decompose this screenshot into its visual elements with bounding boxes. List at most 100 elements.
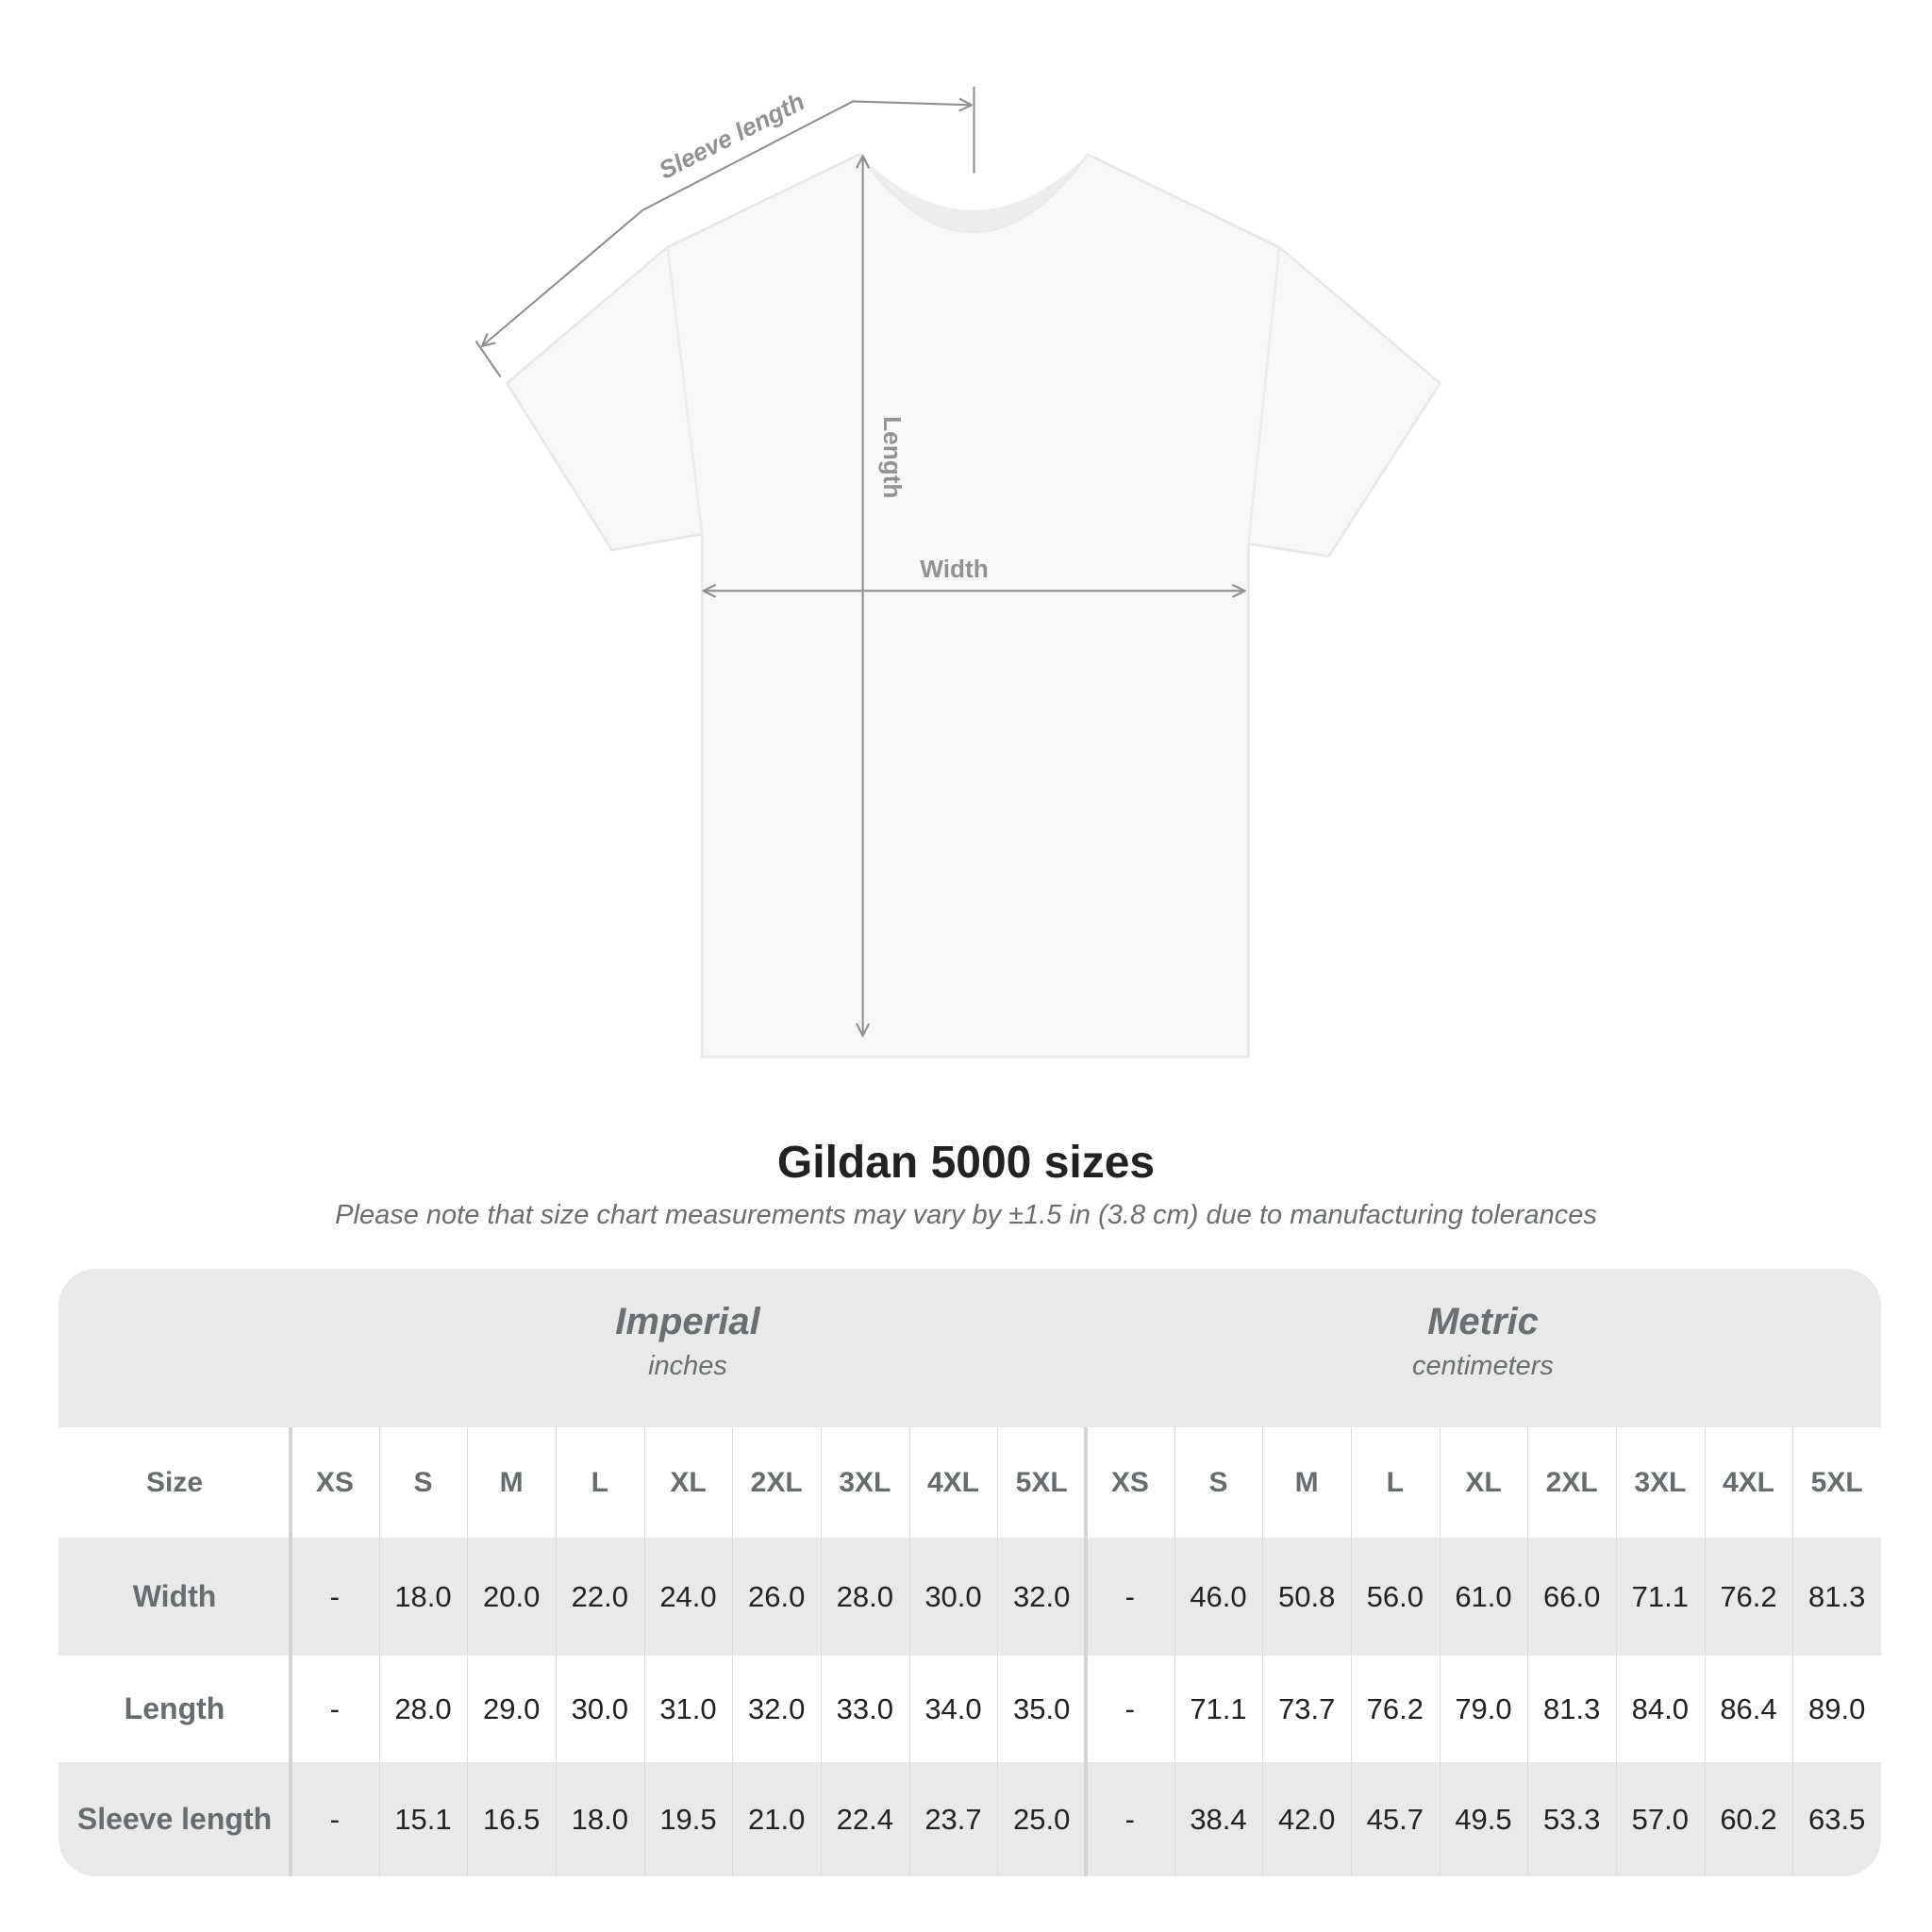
column-divider	[1527, 1427, 1529, 1876]
table-cell: 50.8	[1277, 1579, 1336, 1613]
table-cell: 29.0	[482, 1691, 541, 1725]
size-header: Size	[145, 1466, 204, 1498]
table-cell: 66.0	[1542, 1579, 1601, 1613]
imperial-title: Imperial	[615, 1301, 760, 1342]
column-divider	[1174, 1427, 1175, 1876]
length-label: Length	[878, 416, 907, 498]
table-cell: 71.1	[1190, 1691, 1247, 1725]
metric-size-header: XL	[1465, 1466, 1502, 1498]
table-cell: 57.0	[1631, 1802, 1689, 1836]
header-band	[58, 1269, 1881, 1427]
table-cell: 53.3	[1542, 1802, 1601, 1836]
table-cell: 56.0	[1366, 1579, 1424, 1613]
row-band-sleeve	[58, 1762, 1881, 1876]
width-label: Width	[920, 555, 988, 583]
sleeve-length-measure	[475, 86, 975, 378]
imperial-size-header: 2XL	[750, 1466, 803, 1498]
table-cell: 81.3	[1542, 1691, 1601, 1725]
table-cell: 16.5	[482, 1802, 541, 1836]
table-cell: 26.0	[747, 1579, 806, 1613]
column-divider	[732, 1427, 734, 1876]
table-cell: 30.0	[571, 1691, 628, 1725]
table-cell: 61.0	[1455, 1579, 1512, 1613]
tolerance-note: Please note that size chart measurements…	[335, 1200, 1597, 1230]
imperial-size-header: S	[413, 1466, 433, 1498]
table-cell: 22.4	[836, 1802, 893, 1836]
table-cell: 32.0	[747, 1691, 806, 1725]
table-cell: 28.0	[836, 1579, 893, 1613]
table-cell: 18.0	[394, 1579, 452, 1613]
table-cell: 71.1	[1631, 1579, 1689, 1613]
table-cell: 81.3	[1807, 1579, 1866, 1613]
table-cell: 84.0	[1631, 1691, 1689, 1725]
table-cell: -	[329, 1579, 340, 1613]
imperial-size-header: 4XL	[926, 1466, 979, 1498]
page-title: Gildan 5000 sizes	[776, 1138, 1156, 1188]
metric-size-header: L	[1386, 1466, 1404, 1498]
table-cell: 73.7	[1277, 1691, 1336, 1725]
table-cell: 32.0	[1012, 1579, 1071, 1613]
row-label: Width	[132, 1579, 217, 1613]
column-divider	[997, 1427, 999, 1876]
table-cell: 31.0	[659, 1691, 717, 1725]
table-cell: 18.0	[571, 1802, 628, 1836]
table-cell: 24.0	[659, 1579, 717, 1613]
column-divider	[643, 1427, 645, 1876]
metric-size-header: S	[1208, 1466, 1228, 1498]
metric-title: Metric	[1427, 1301, 1539, 1342]
metric-header: Metric centimeters	[1085, 1269, 1881, 1427]
column-divider	[1792, 1427, 1794, 1876]
table-cell: 20.0	[482, 1579, 541, 1613]
metric-size-header: 2XL	[1545, 1466, 1598, 1498]
table-cell: 34.0	[924, 1691, 982, 1725]
table-cell: 79.0	[1455, 1691, 1512, 1725]
row-label: Sleeve length	[76, 1802, 273, 1836]
metric-unit: centimeters	[1412, 1351, 1554, 1381]
table-cell: 33.0	[836, 1691, 893, 1725]
table-cell: -	[329, 1802, 340, 1836]
imperial-header: Imperial inches	[291, 1269, 1085, 1427]
imperial-size-header: XS	[315, 1466, 354, 1498]
table-cell: 30.0	[924, 1579, 982, 1613]
metric-size-header: M	[1294, 1466, 1319, 1498]
table-cell: 21.0	[747, 1802, 806, 1836]
table-cell: 60.2	[1720, 1802, 1777, 1836]
table-cell: 19.5	[659, 1802, 717, 1836]
column-divider	[556, 1427, 557, 1876]
column-divider	[1084, 1427, 1088, 1876]
column-divider	[378, 1427, 380, 1876]
table-cell: 45.7	[1366, 1802, 1424, 1836]
table-cell: 46.0	[1190, 1579, 1247, 1613]
table-cell: 86.4	[1720, 1691, 1777, 1725]
imperial-size-header: L	[591, 1466, 608, 1498]
table-cell: 76.2	[1720, 1579, 1777, 1613]
column-divider	[1616, 1427, 1617, 1876]
table-cell: 89.0	[1807, 1691, 1866, 1725]
column-divider	[467, 1427, 469, 1876]
column-divider	[1262, 1427, 1264, 1876]
row-band-width	[58, 1538, 1881, 1656]
table-cell: 49.5	[1455, 1802, 1512, 1836]
imperial-size-header: M	[499, 1466, 524, 1498]
imperial-size-header: XL	[670, 1466, 707, 1498]
metric-size-header: 4XL	[1722, 1466, 1774, 1498]
table-cell: 22.0	[571, 1579, 628, 1613]
table-cell: -	[1124, 1802, 1135, 1836]
size-table: Imperial inches Metric centimeters Size X…	[58, 1269, 1881, 1876]
metric-size-header: 3XL	[1634, 1466, 1687, 1498]
table-cell: 76.2	[1366, 1691, 1424, 1725]
row-label: Length	[124, 1691, 225, 1725]
column-divider	[1704, 1427, 1706, 1876]
table-cell: 35.0	[1012, 1691, 1071, 1725]
table-cell: -	[1124, 1579, 1135, 1613]
table-cell: 25.0	[1012, 1802, 1071, 1836]
imperial-size-header: 3XL	[839, 1466, 891, 1498]
table-cell: 63.5	[1807, 1802, 1866, 1836]
column-divider	[1439, 1427, 1441, 1876]
column-divider	[1351, 1427, 1352, 1876]
table-cell: 42.0	[1277, 1802, 1336, 1836]
column-divider	[908, 1427, 910, 1876]
table-cell: 23.7	[924, 1802, 982, 1836]
table-cell: -	[329, 1691, 340, 1725]
